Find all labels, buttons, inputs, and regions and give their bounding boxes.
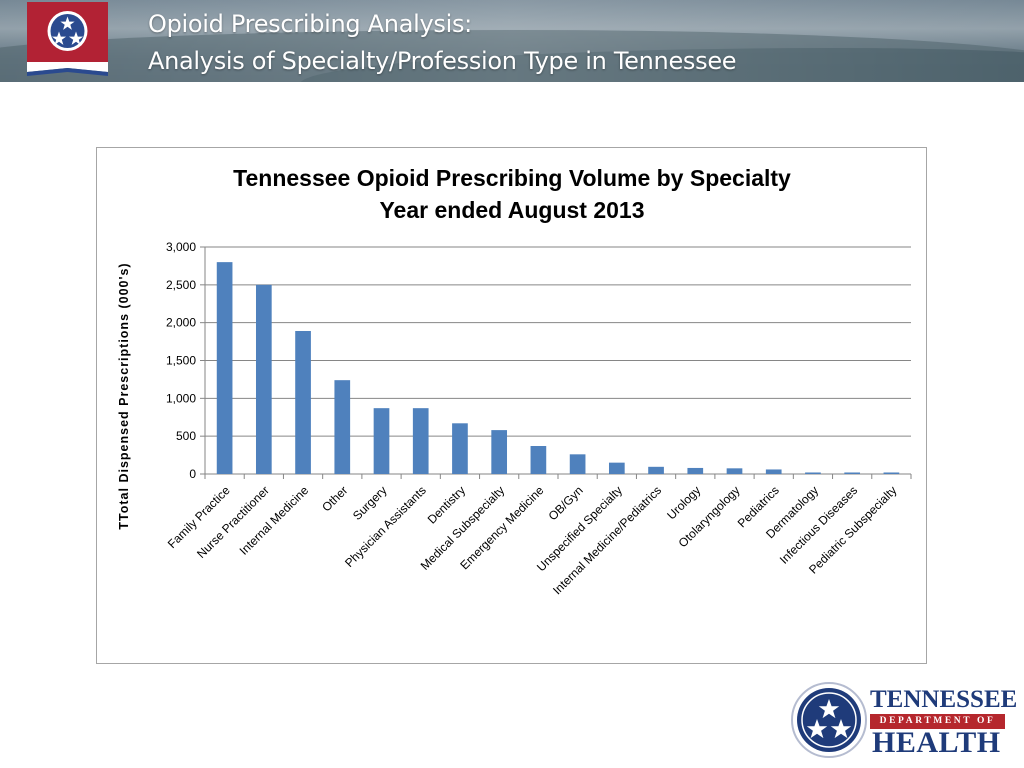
bar-infectious-diseases (844, 472, 861, 474)
x-tick-label: Surgery (350, 483, 390, 523)
x-tick-label: Other (319, 483, 350, 514)
x-tick-label: Urology (664, 483, 703, 522)
y-tick-label: 2,000 (166, 316, 196, 330)
bar-nurse-practitioner (255, 284, 272, 474)
tennessee-flag-badge-icon (27, 2, 108, 76)
bar-family-practice (216, 262, 233, 474)
bar-emergency-medicine (530, 446, 547, 474)
x-tick-label: Nurse Practitioner (194, 483, 272, 561)
logo-tennessee: TENNESSEE (870, 686, 1018, 713)
chart-area: Tennessee Opioid Prescribing Volume by S… (96, 147, 927, 664)
bar-dermatology (805, 472, 821, 474)
y-tick-label: 2,500 (166, 278, 196, 292)
y-axis-ticks: 0 500 1,000 1,500 2,000 2,500 3,000 (166, 240, 196, 481)
tri-star-seal-icon (791, 682, 867, 758)
page-title-line2: Analysis of Specialty/Profession Type in… (148, 47, 737, 75)
bar-physician-assistants (412, 408, 429, 474)
y-tick-label: 500 (176, 429, 196, 443)
y-axis-label: TTotal Dispensed Prescriptions (000's) (117, 262, 131, 529)
page-title: Opioid Prescribing Analysis: Analysis of… (148, 6, 737, 80)
header-banner: Opioid Prescribing Analysis: Analysis of… (0, 0, 1024, 82)
logo-wordmark: TENNESSEE DEPARTMENT OF HEALTH (870, 681, 1017, 761)
x-tick-label: Internal Medicine (237, 483, 312, 558)
bar-surgery (373, 408, 390, 474)
bar-pediatric-subspecialty (883, 472, 900, 474)
y-tick-label: 3,000 (166, 240, 196, 254)
gridlines (200, 246, 912, 479)
bar-urology (687, 467, 704, 474)
bar-other (334, 380, 351, 474)
bar-internal-medicine (295, 330, 311, 474)
bar-otolaryngology (726, 468, 743, 474)
banner-haze (0, 0, 1024, 82)
bar-medical-subspecialty (491, 430, 508, 474)
bar-internal-medicine-pediatrics (648, 466, 664, 474)
logo-department-of: DEPARTMENT OF (870, 714, 1005, 729)
page-title-line1: Opioid Prescribing Analysis: (148, 10, 472, 38)
y-tick-label: 1,000 (166, 391, 196, 405)
y-tick-label: 0 (189, 467, 196, 481)
bar-chart: Tennessee Opioid Prescribing Volume by S… (117, 165, 912, 597)
bar-ob-gyn (569, 454, 586, 474)
chart-subtitle: Year ended August 2013 (379, 197, 644, 223)
y-tick-label: 1,500 (166, 354, 196, 368)
chart-title: Tennessee Opioid Prescribing Volume by S… (233, 165, 791, 191)
tn-health-logo: TENNESSEE DEPARTMENT OF HEALTH (790, 681, 1017, 761)
bars (216, 262, 900, 474)
bar-unspecified-specialty (608, 462, 625, 474)
bar-pediatrics (765, 469, 782, 474)
logo-health: HEALTH (872, 726, 1001, 759)
bar-dentistry (452, 423, 468, 474)
